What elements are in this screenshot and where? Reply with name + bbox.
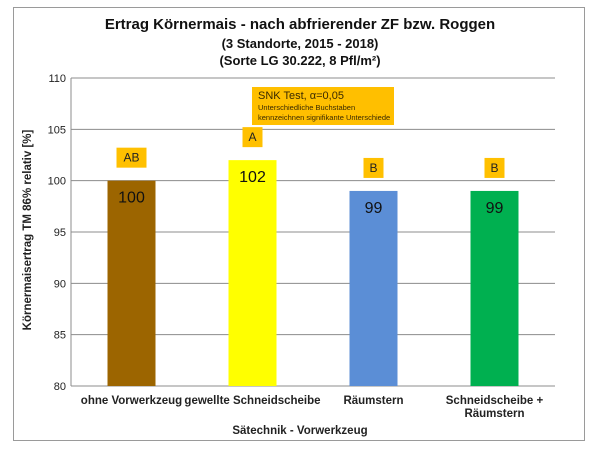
significance-box <box>484 157 505 178</box>
x-tick-label: gewellte Schneidscheibe <box>184 395 320 407</box>
significance-letter: AB <box>123 151 139 165</box>
y-tick-label: 105 <box>48 124 66 136</box>
significance-box <box>116 147 147 168</box>
x-tick-label: ohne Vorwerkzeug <box>81 395 182 407</box>
chart-subtitle-1: (3 Standorte, 2015 - 2018) <box>221 36 379 51</box>
bar-value-label: 99 <box>365 200 383 217</box>
significance-box <box>242 127 263 148</box>
significance-letter: A <box>248 130 256 144</box>
y-tick-label: 95 <box>54 227 66 239</box>
snk-test-note-line: kennzeichnen signifikante Unterschiede <box>258 113 391 122</box>
chart-title: Ertrag Körnermais - nach abfrierender ZF… <box>104 16 496 33</box>
y-tick-label: 110 <box>48 73 66 85</box>
bar-value-label: 99 <box>486 200 504 217</box>
y-tick-label: 80 <box>54 381 66 393</box>
bar <box>470 190 519 386</box>
bar-value-label: 102 <box>239 169 266 186</box>
x-tick-label: Räumstern <box>343 395 403 407</box>
bar-value-label: 100 <box>118 190 145 207</box>
x-tick-label: Schneidscheibe + <box>446 395 544 407</box>
y-tick-label: 100 <box>48 176 66 188</box>
significance-letter: B <box>369 161 377 175</box>
snk-test-note-line: Unterschiedliche Buchstaben <box>258 103 356 112</box>
bar <box>349 190 398 386</box>
significance-letter: B <box>490 161 498 175</box>
snk-test-note: SNK Test, α=0,05 Unterschiedliche Buchst… <box>252 87 394 125</box>
bar <box>228 160 277 386</box>
y-tick-label: 85 <box>54 330 66 342</box>
significance-box <box>363 157 384 178</box>
y-tick-label: 90 <box>54 278 66 290</box>
snk-test-title: SNK Test, α=0,05 <box>258 90 344 102</box>
x-tick-label: Räumstern <box>464 408 524 420</box>
x-axis-label: Sätechnik - Vorwerkzeug <box>232 425 368 437</box>
chart-subtitle-2: (Sorte LG 30.222, 8 Pfl/m²) <box>219 53 381 68</box>
bar <box>107 180 156 386</box>
y-axis-label: Körnermaisertrag TM 86% relativ [%] <box>22 129 34 331</box>
